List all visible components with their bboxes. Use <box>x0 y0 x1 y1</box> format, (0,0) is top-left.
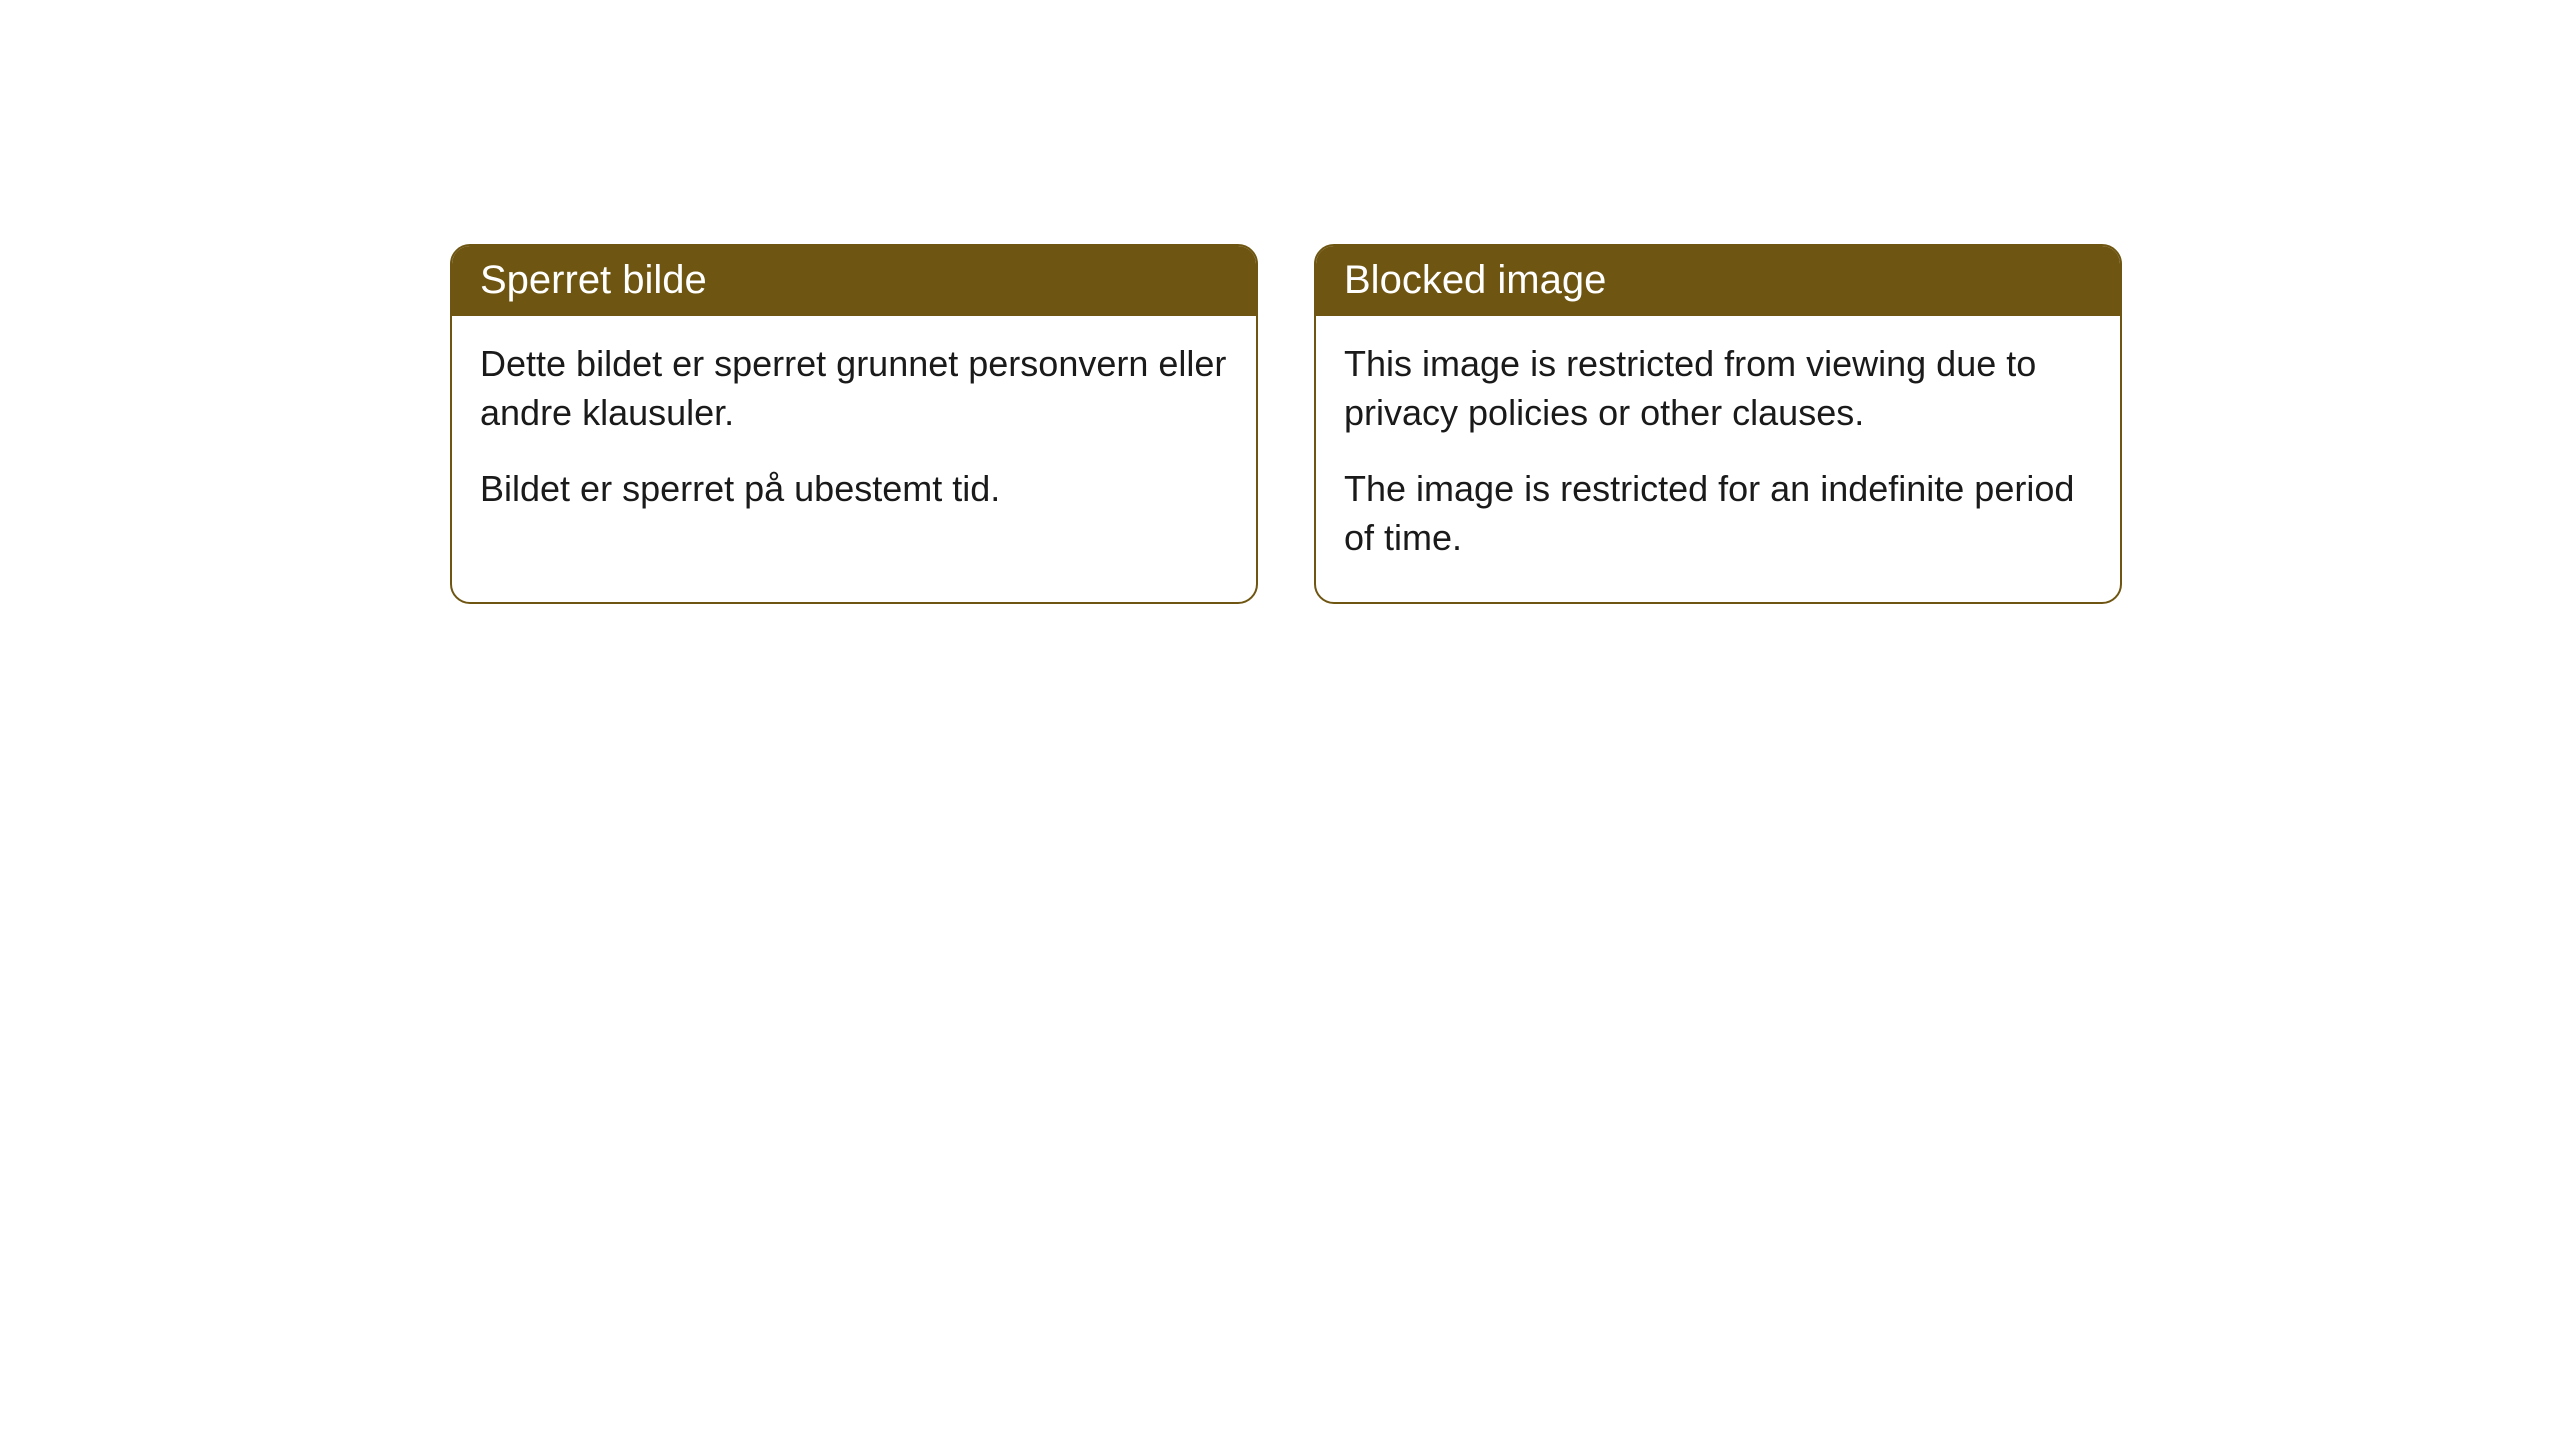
notice-cards-container: Sperret bilde Dette bildet er sperret gr… <box>450 244 2122 604</box>
card-title-norwegian: Sperret bilde <box>480 258 707 302</box>
notice-card-norwegian: Sperret bilde Dette bildet er sperret gr… <box>450 244 1258 604</box>
card-paragraph-2-english: The image is restricted for an indefinit… <box>1344 465 2092 562</box>
card-paragraph-2-norwegian: Bildet er sperret på ubestemt tid. <box>480 465 1228 514</box>
card-body-english: This image is restricted from viewing du… <box>1316 316 2120 602</box>
card-header-english: Blocked image <box>1316 246 2120 316</box>
card-title-english: Blocked image <box>1344 258 1606 302</box>
card-body-norwegian: Dette bildet er sperret grunnet personve… <box>452 316 1256 554</box>
card-paragraph-1-norwegian: Dette bildet er sperret grunnet personve… <box>480 340 1228 437</box>
card-paragraph-1-english: This image is restricted from viewing du… <box>1344 340 2092 437</box>
card-header-norwegian: Sperret bilde <box>452 246 1256 316</box>
notice-card-english: Blocked image This image is restricted f… <box>1314 244 2122 604</box>
